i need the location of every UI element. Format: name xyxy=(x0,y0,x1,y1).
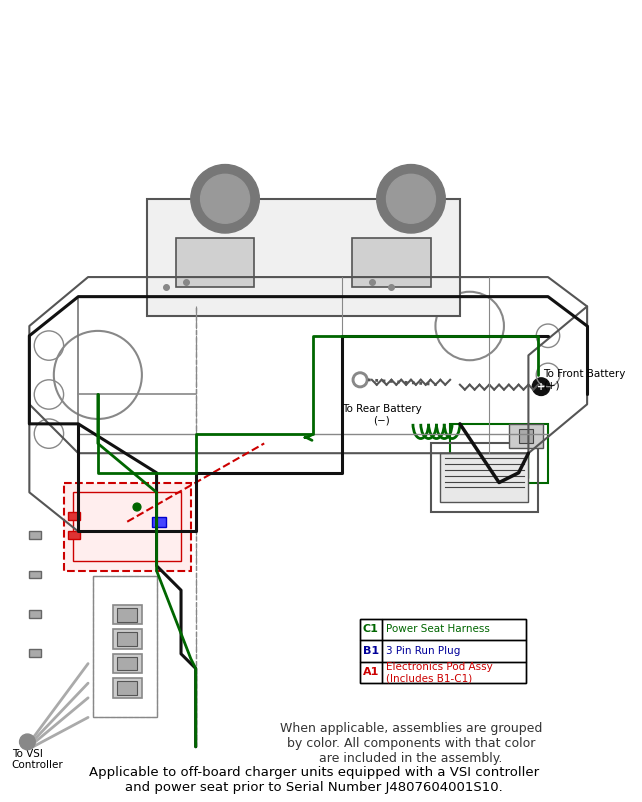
Text: When applicable, assemblies are grouped
by color. All components with that color: When applicable, assemblies are grouped … xyxy=(280,723,542,765)
Text: Power Seat Harness: Power Seat Harness xyxy=(386,624,489,634)
Bar xyxy=(381,618,526,640)
Bar xyxy=(112,630,142,649)
Bar xyxy=(360,640,381,662)
Bar xyxy=(93,576,157,718)
Bar xyxy=(30,649,41,657)
Bar xyxy=(112,605,142,625)
Bar xyxy=(450,423,548,483)
Text: To Rear Battery
(−): To Rear Battery (−) xyxy=(342,404,422,426)
Bar xyxy=(519,429,534,444)
Bar xyxy=(147,199,460,316)
Circle shape xyxy=(377,164,446,233)
Text: To VSI
Controller: To VSI Controller xyxy=(12,749,64,771)
Circle shape xyxy=(19,734,35,750)
Bar xyxy=(64,483,191,571)
Text: C1: C1 xyxy=(363,624,379,634)
Bar xyxy=(30,571,41,578)
Bar xyxy=(489,453,528,478)
Bar xyxy=(381,662,526,683)
Bar xyxy=(431,444,538,512)
Bar xyxy=(360,662,381,683)
Text: 3 Pin Run Plug: 3 Pin Run Plug xyxy=(386,646,460,656)
Bar xyxy=(117,681,137,695)
Bar xyxy=(30,532,41,539)
Bar xyxy=(112,678,142,698)
Bar xyxy=(360,618,526,683)
Circle shape xyxy=(386,174,435,223)
Bar xyxy=(69,532,80,539)
Bar xyxy=(381,640,526,662)
Circle shape xyxy=(352,372,368,387)
Circle shape xyxy=(200,174,250,223)
Bar xyxy=(509,423,543,448)
Bar xyxy=(152,516,166,527)
Bar xyxy=(117,632,137,646)
Text: B1: B1 xyxy=(363,646,379,656)
Bar xyxy=(360,618,381,640)
Bar xyxy=(112,654,142,674)
Bar xyxy=(69,512,80,520)
Bar xyxy=(117,657,137,670)
Text: Electronics Pod Assy
(Includes B1-C1): Electronics Pod Assy (Includes B1-C1) xyxy=(386,662,492,683)
Bar xyxy=(352,238,431,287)
Bar xyxy=(176,238,254,287)
Text: A1: A1 xyxy=(363,667,379,678)
Bar xyxy=(117,608,137,622)
Bar xyxy=(440,453,528,502)
Text: +: + xyxy=(537,382,545,391)
Circle shape xyxy=(532,378,550,395)
Bar xyxy=(73,492,181,561)
Bar xyxy=(30,610,41,618)
Circle shape xyxy=(191,164,259,233)
Circle shape xyxy=(133,503,141,511)
Text: To Front Battery
(+): To Front Battery (+) xyxy=(543,369,625,391)
Text: Applicable to off-board charger units equipped with a VSI controller
and power s: Applicable to off-board charger units eq… xyxy=(89,767,539,794)
Circle shape xyxy=(355,375,365,385)
